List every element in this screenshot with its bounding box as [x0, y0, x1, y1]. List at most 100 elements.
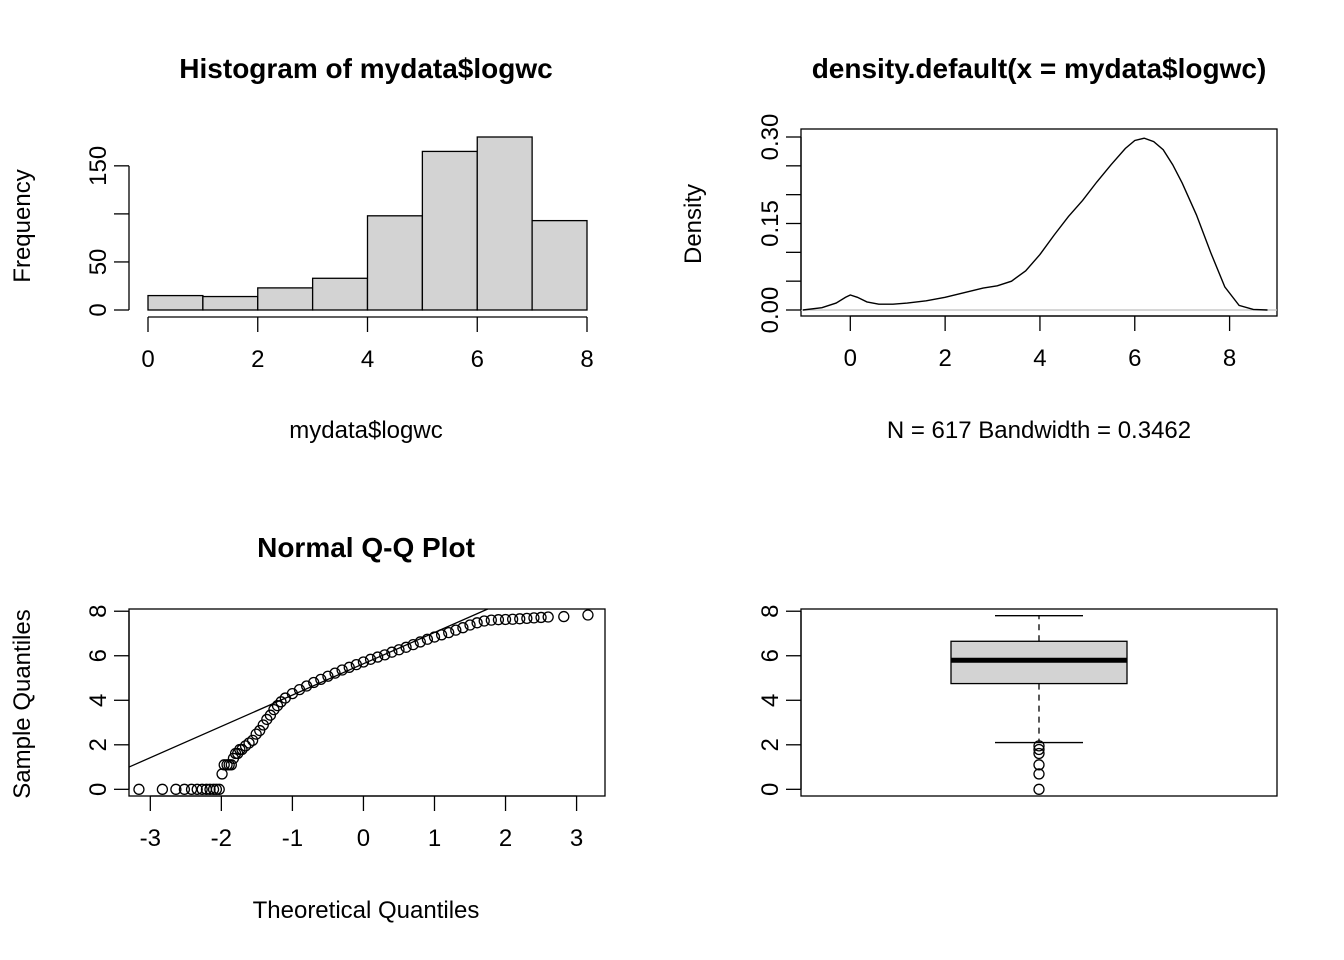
qq-point	[170, 783, 182, 795]
qq-point	[191, 783, 203, 795]
histogram-bars	[147, 136, 588, 311]
density-y-axis-label: Density	[680, 184, 707, 264]
density-curve	[802, 137, 1268, 311]
boxplot-y-tick-label: 6	[757, 649, 784, 662]
qq-point	[254, 724, 266, 737]
histogram-bar	[421, 150, 478, 311]
histogram-bar	[202, 295, 259, 311]
density-x-tick-label: 4	[1033, 345, 1046, 372]
qq-x-tick-label: 1	[428, 825, 441, 852]
density-title: density.default(x = mydata$logwc)	[812, 53, 1267, 84]
qq-point	[250, 728, 262, 740]
qq-point	[243, 737, 255, 749]
boxplot-y-tick-label: 0	[757, 783, 784, 796]
density-plot-box	[800, 128, 1278, 317]
qq-point	[264, 709, 277, 721]
boxplot-outlier	[1033, 783, 1045, 795]
qq-point	[315, 673, 327, 685]
histogram-bar	[531, 219, 588, 311]
qq-point	[300, 680, 313, 692]
qq-point	[535, 611, 547, 624]
qq-point	[185, 783, 198, 795]
boxplot-outlier	[1033, 759, 1045, 771]
qq-point	[558, 610, 570, 623]
histogram-y-tick-label: 0	[85, 303, 112, 316]
qq-point	[207, 783, 220, 795]
density-panel: density.default(x = mydata$logwc) N = 61…	[680, 53, 1278, 444]
qq-point	[216, 768, 228, 780]
qq-point	[514, 613, 526, 625]
histogram-bar	[147, 294, 204, 311]
qq-point	[357, 656, 370, 668]
boxplot-y-tick-label: 2	[757, 738, 784, 751]
qq-point	[329, 667, 341, 679]
histogram-bar	[476, 136, 533, 311]
qq-panel: Normal Q-Q Plot Theoretical Quantiles Sa…	[9, 532, 606, 924]
qq-point	[464, 619, 476, 631]
histogram-x-tick-label: 2	[251, 346, 264, 373]
qq-point	[133, 783, 145, 795]
qq-point	[521, 612, 533, 624]
qq-point	[271, 699, 284, 712]
qq-point	[435, 629, 448, 641]
histogram-x-tick-label: 8	[580, 346, 593, 373]
qq-point	[225, 759, 237, 771]
boxplot-content	[950, 615, 1128, 795]
boxplot-y-tick-label: 4	[757, 694, 784, 707]
density-x-tick-label: 0	[844, 345, 857, 372]
qq-point	[407, 638, 419, 651]
qq-point	[428, 631, 441, 643]
qq-point	[485, 614, 497, 626]
density-x-tick-label: 6	[1128, 345, 1141, 372]
qq-x-tick-label: 0	[357, 825, 370, 852]
qq-y-tick-label: 6	[85, 649, 112, 662]
qq-point	[213, 783, 225, 795]
histogram-bar	[311, 277, 369, 311]
qq-y-tick-label: 2	[85, 738, 112, 751]
qq-point	[178, 783, 191, 795]
boxplot-outlier	[1033, 740, 1045, 752]
qq-y-tick-label: 0	[85, 783, 112, 796]
qq-point	[239, 740, 252, 752]
qq-point	[268, 703, 280, 716]
qq-point	[386, 646, 398, 658]
density-x-tick-label: 2	[938, 345, 951, 372]
density-y-tick-label: 0.00	[757, 287, 784, 334]
qq-point	[393, 644, 405, 656]
qq-point	[542, 611, 554, 623]
qq-point	[372, 651, 384, 663]
qq-point	[204, 783, 216, 795]
histogram-x-axis-label: mydata$logwc	[289, 417, 442, 444]
histogram-bar	[257, 287, 314, 311]
qq-plot-box	[128, 608, 606, 797]
boxplot-panel: 0 2 4 6 8	[757, 605, 1278, 797]
qq-point	[236, 743, 248, 756]
qq-point	[336, 664, 348, 676]
qq-point	[293, 683, 306, 696]
boxplot-y-tick-label: 8	[757, 605, 784, 618]
qq-point	[414, 636, 426, 648]
qq-point	[156, 783, 169, 795]
qq-point	[443, 626, 455, 639]
qq-point	[471, 617, 483, 629]
qq-point	[210, 783, 223, 795]
boxplot-outlier	[1033, 768, 1045, 780]
qq-point	[506, 613, 519, 625]
qq-reference-line	[128, 608, 489, 768]
histogram-x-tick-label: 0	[141, 346, 154, 373]
histogram-y-tick-label: 150	[85, 146, 112, 186]
qq-point	[450, 624, 462, 636]
qq-x-axis-label: Theoretical Quantiles	[253, 897, 480, 924]
qq-point	[582, 609, 594, 621]
qq-y-axis-label: Sample Quantiles	[9, 609, 36, 798]
boxplot-outlier	[1033, 747, 1045, 760]
qq-x-tick-label: -3	[140, 825, 161, 852]
qq-axes: -3 -2 -1 0 1 2 3 0 2 4 6 8	[85, 605, 583, 852]
qq-x-tick-label: 3	[570, 825, 583, 852]
qq-point	[196, 783, 208, 795]
qq-point	[400, 641, 412, 653]
density-x-axis-label: N = 617 Bandwidth = 0.3462	[887, 417, 1191, 444]
density-content	[801, 137, 1277, 311]
histogram-axes: 0 2 4 6 8 0 50 150	[85, 146, 594, 373]
